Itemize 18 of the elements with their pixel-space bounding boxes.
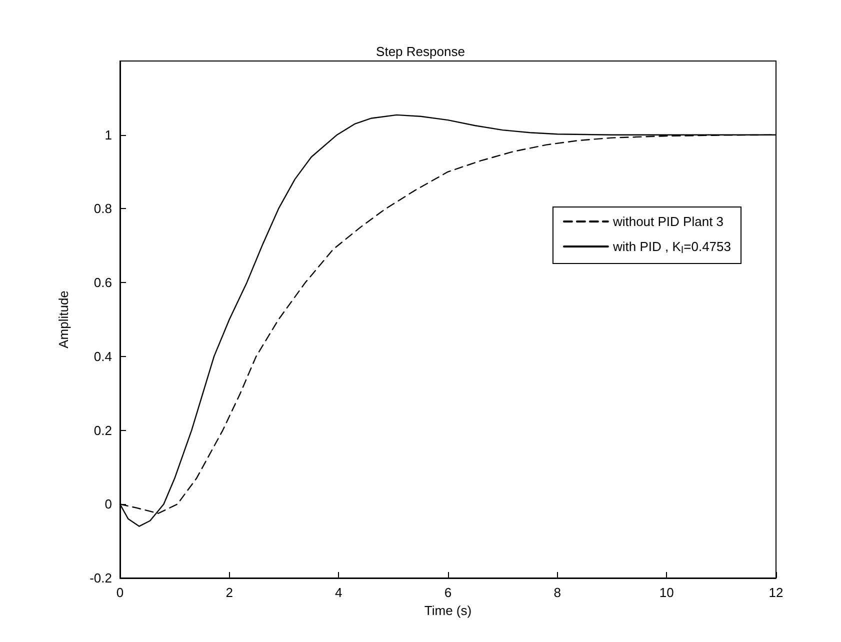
y-tick-label: 1 [104, 127, 112, 142]
y-axis-title: Amplitude [56, 290, 71, 348]
x-tick-label: 10 [659, 585, 674, 600]
y-tick-label: 0.4 [94, 348, 112, 364]
x-tick-label: 12 [768, 585, 784, 600]
x-axis-title: Time (s) [424, 603, 472, 618]
x-tick-label: 8 [554, 585, 561, 600]
y-tick-label: 0.2 [94, 422, 112, 438]
x-tick-label: 0 [116, 585, 124, 600]
x-tick-label: 2 [226, 585, 233, 600]
legend-label: without PID Plant 3 [612, 214, 724, 229]
y-tick-label: 0.6 [94, 275, 112, 290]
y-tick-label: 0.8 [94, 201, 112, 216]
y-tick-label: 0 [104, 496, 112, 512]
chart-title: Step Response [376, 44, 465, 59]
x-tick-label: 6 [444, 585, 452, 600]
y-tick-label: -0.2 [90, 570, 112, 586]
x-tick-label: 4 [335, 585, 342, 600]
